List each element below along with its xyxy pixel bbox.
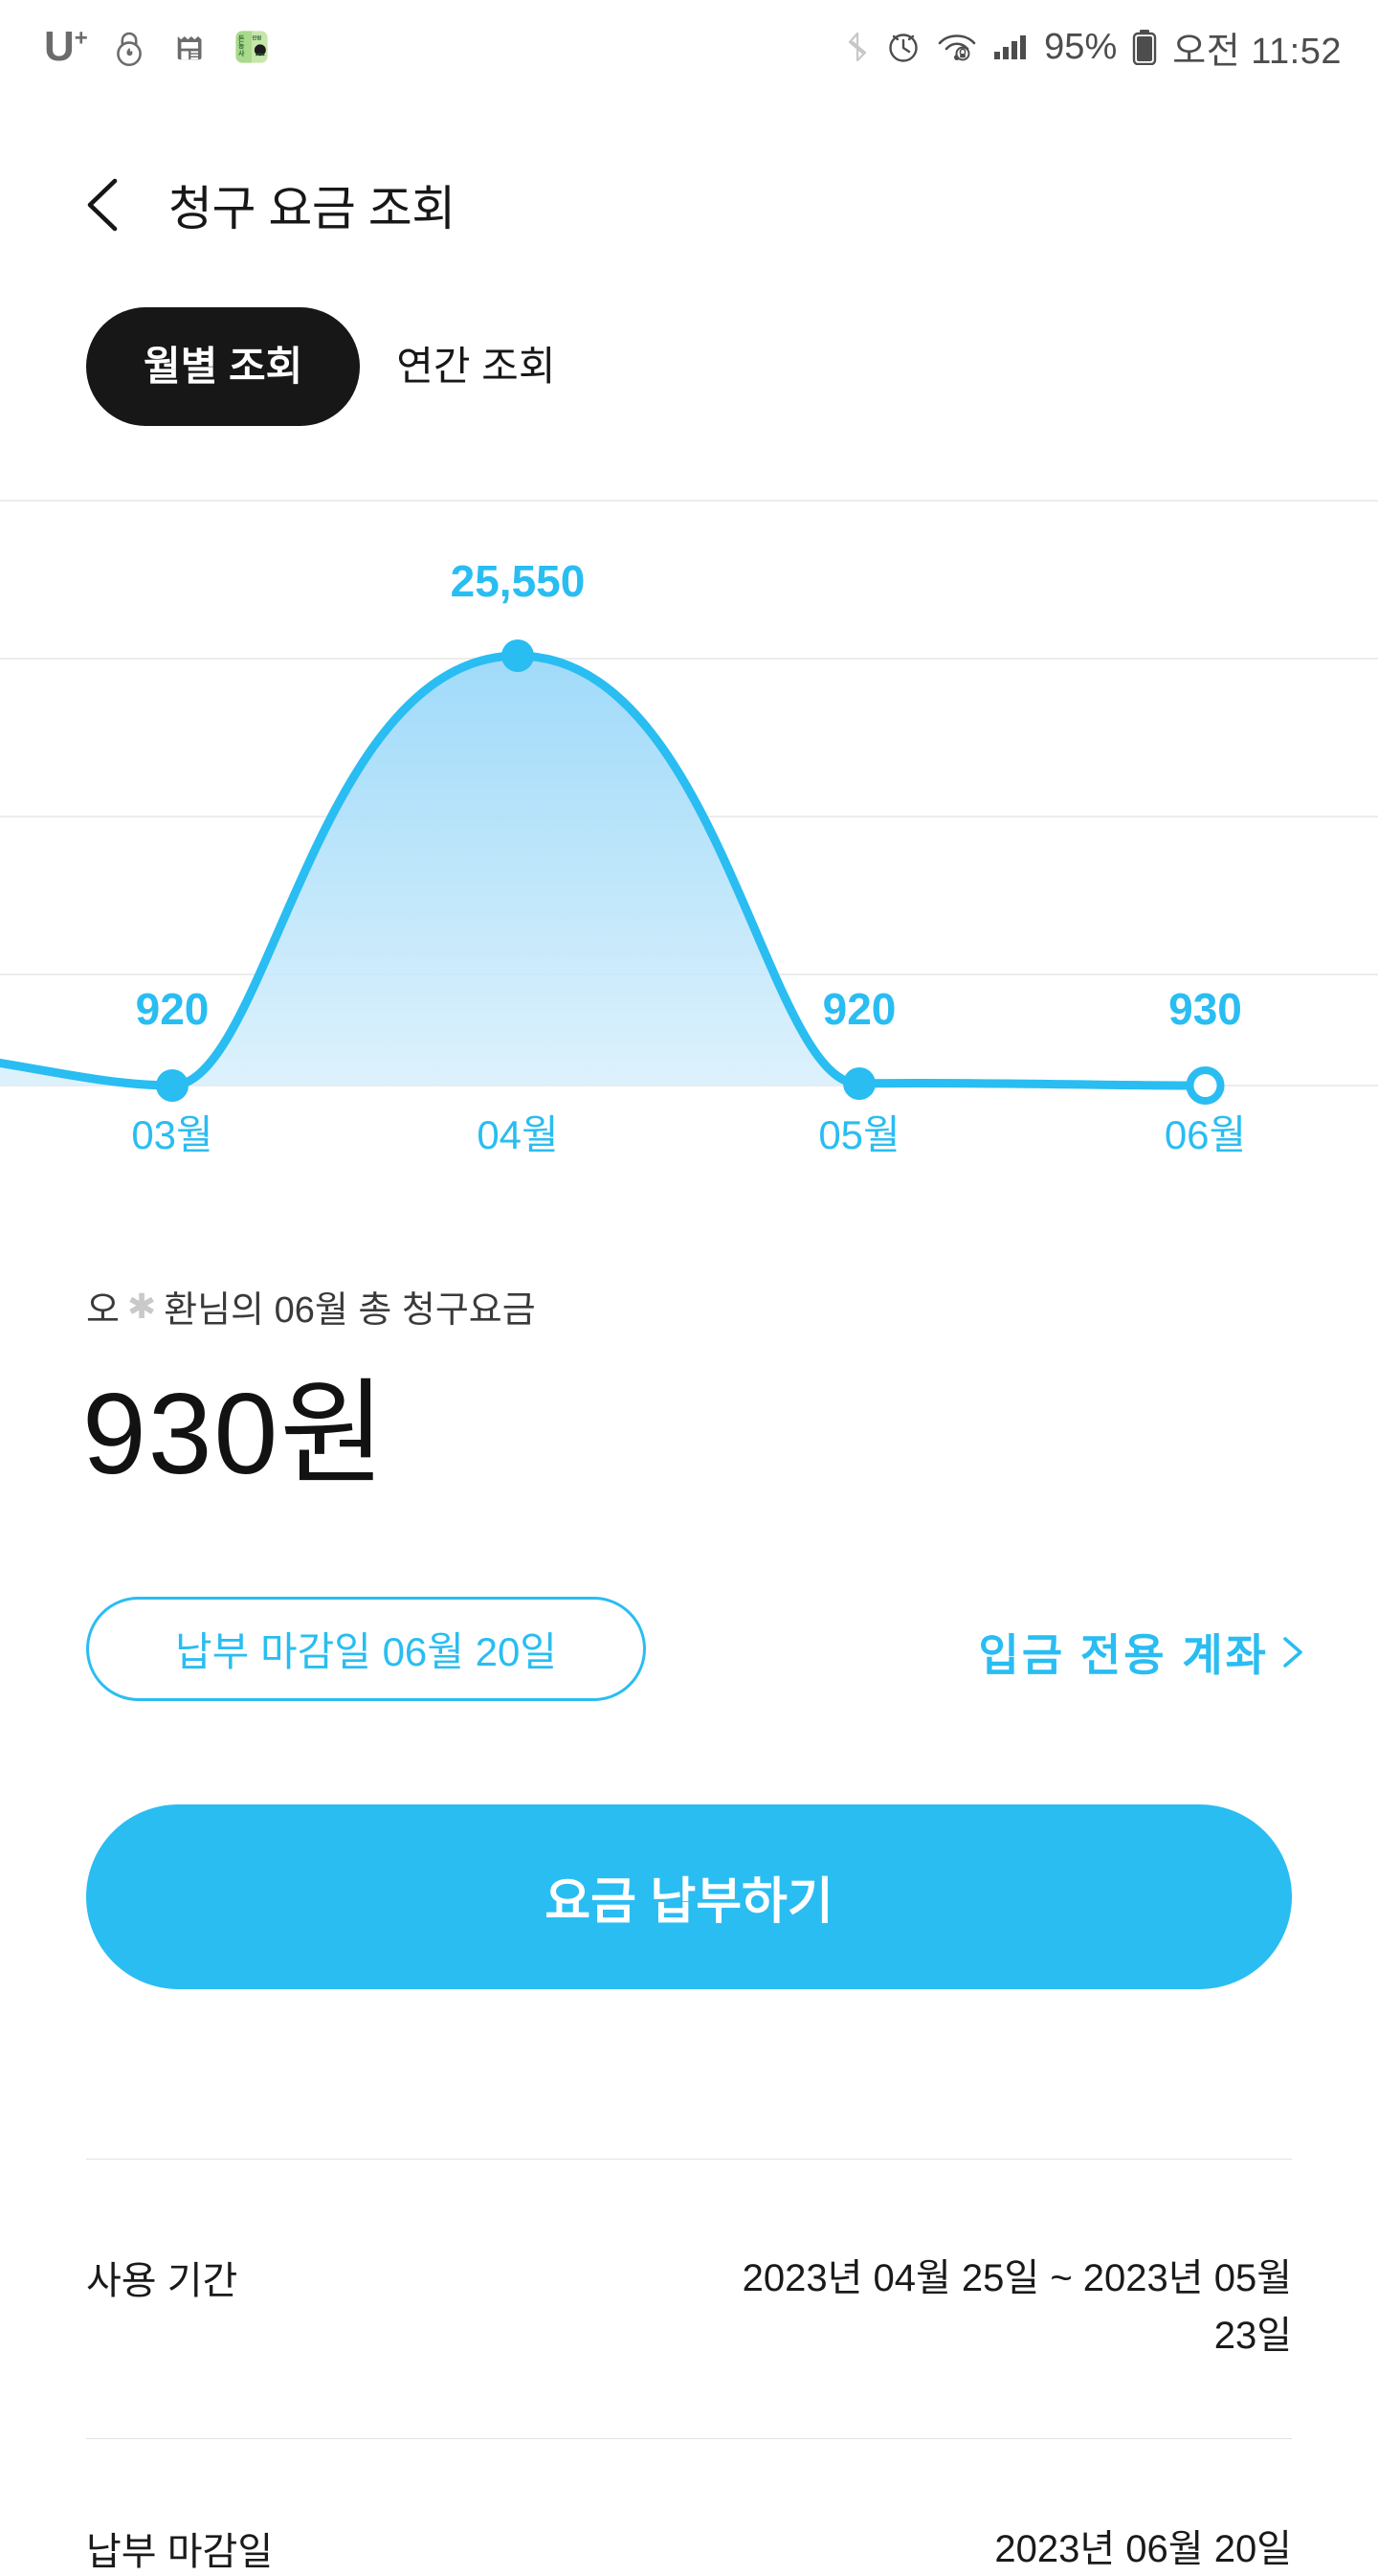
svg-text:25,550: 25,550 xyxy=(451,556,586,606)
svg-text:06월: 06월 xyxy=(1165,1112,1246,1157)
svg-text:920: 920 xyxy=(136,984,210,1034)
svg-text:05월: 05월 xyxy=(818,1112,900,1157)
svg-text:만원: 만원 xyxy=(252,34,261,41)
svg-text:930: 930 xyxy=(1168,984,1242,1034)
svg-text:04월: 04월 xyxy=(477,1112,558,1157)
svg-text:03월: 03월 xyxy=(131,1112,212,1157)
svg-text:농: 농 xyxy=(238,41,245,50)
svg-text:사: 사 xyxy=(238,49,245,57)
svg-text:돈: 돈 xyxy=(238,34,245,42)
svg-text:920: 920 xyxy=(823,984,897,1034)
